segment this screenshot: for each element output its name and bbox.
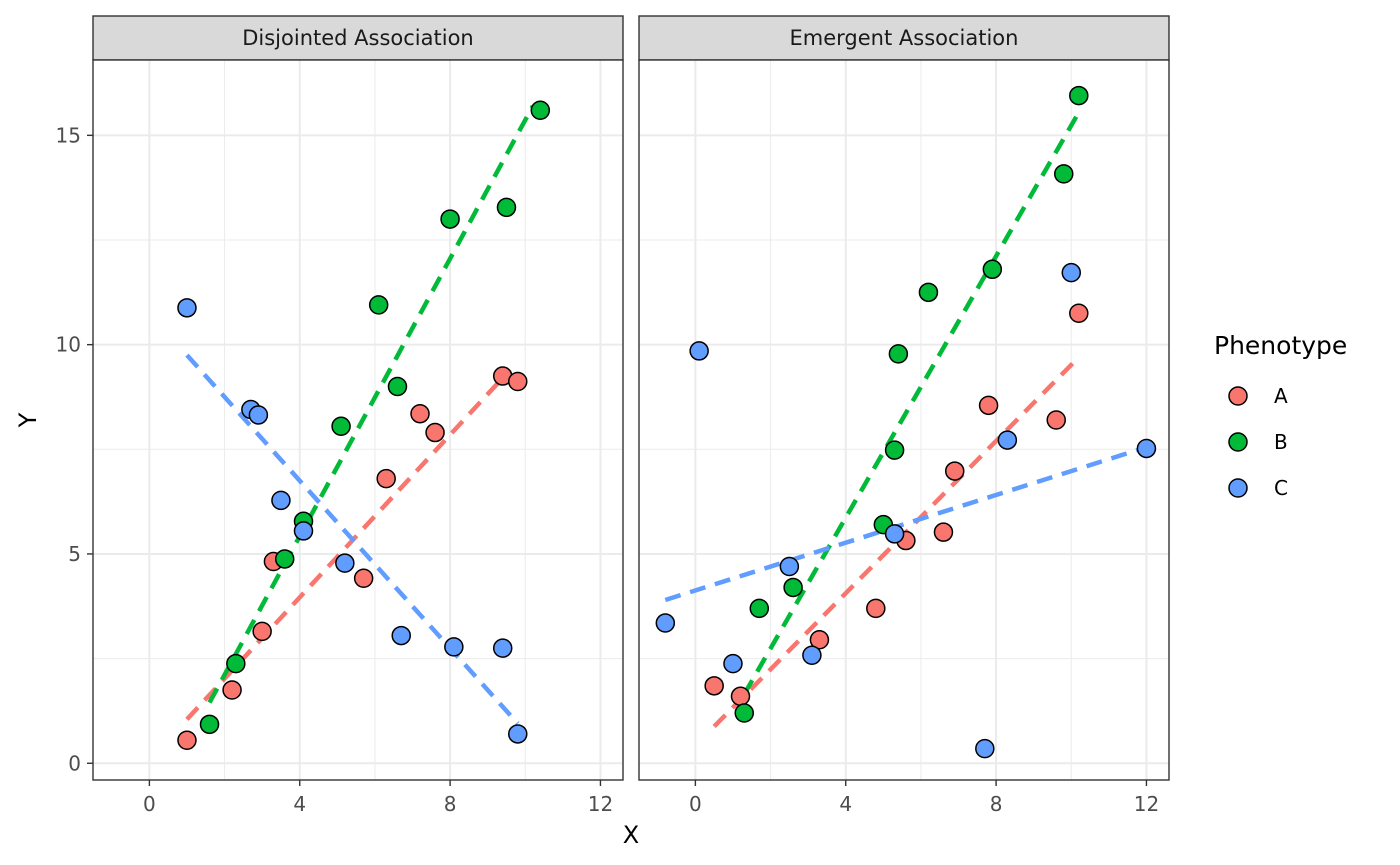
data-point-c xyxy=(998,431,1016,449)
legend-label-b: B xyxy=(1274,430,1288,454)
data-point-a xyxy=(1070,304,1088,322)
x-tick-label: 12 xyxy=(588,792,613,816)
data-point-c xyxy=(803,646,821,664)
panel-disjointed-association: Disjointed Association 0 4 8 12 0 5 10 15 xyxy=(56,16,623,816)
data-point-b xyxy=(441,210,459,228)
y-axis-ticks: 0 5 10 15 xyxy=(56,123,93,775)
data-point-c xyxy=(976,740,994,758)
data-point-a xyxy=(355,569,373,587)
data-point-a xyxy=(934,523,952,541)
data-point-c xyxy=(886,525,904,543)
panel-background xyxy=(93,60,623,780)
legend-title: Phenotype xyxy=(1214,331,1347,360)
data-point-c xyxy=(656,614,674,632)
data-point-b xyxy=(332,417,350,435)
legend-label-a: A xyxy=(1274,384,1288,408)
data-point-c xyxy=(178,299,196,317)
data-point-b xyxy=(370,296,388,314)
data-point-a xyxy=(1047,411,1065,429)
y-axis-title: Y xyxy=(14,412,42,428)
y-tick-label: 0 xyxy=(68,751,81,775)
legend-entries: ABC xyxy=(1229,384,1288,500)
data-point-a xyxy=(980,396,998,414)
data-point-c xyxy=(392,627,410,645)
data-point-b xyxy=(497,198,515,216)
data-point-c xyxy=(1062,264,1080,282)
data-point-b xyxy=(886,441,904,459)
data-point-c xyxy=(1137,439,1155,457)
legend-key-a xyxy=(1229,387,1247,405)
panel-emergent-association: Emergent Association 0 4 8 12 xyxy=(639,16,1169,816)
data-point-a xyxy=(426,424,444,442)
data-point-a xyxy=(731,687,749,705)
x-tick-label: 0 xyxy=(143,792,156,816)
data-point-a xyxy=(253,622,271,640)
panel-title: Disjointed Association xyxy=(242,26,474,50)
data-point-b xyxy=(750,599,768,617)
y-tick-label: 10 xyxy=(56,333,81,357)
data-point-a xyxy=(377,470,395,488)
data-point-b xyxy=(201,715,219,733)
legend: Phenotype ABC xyxy=(1214,331,1347,500)
data-point-b xyxy=(388,378,406,396)
legend-key-b xyxy=(1229,433,1247,451)
x-tick-label: 4 xyxy=(293,792,306,816)
x-axis-ticks: 0 4 8 12 xyxy=(689,780,1159,816)
data-point-c xyxy=(249,406,267,424)
data-point-a xyxy=(223,681,241,699)
data-point-c xyxy=(445,638,463,656)
data-point-c xyxy=(494,639,512,657)
data-point-c xyxy=(724,655,742,673)
legend-key-c xyxy=(1229,479,1247,497)
data-point-b xyxy=(276,550,294,568)
data-point-c xyxy=(780,558,798,576)
data-point-a xyxy=(946,462,964,480)
data-point-c xyxy=(336,554,354,572)
data-point-b xyxy=(889,345,907,363)
data-point-a xyxy=(705,677,723,695)
legend-label-c: C xyxy=(1274,476,1288,500)
x-tick-label: 4 xyxy=(839,792,852,816)
data-point-b xyxy=(227,655,245,673)
data-point-b xyxy=(784,578,802,596)
data-point-c xyxy=(509,725,527,743)
data-point-c xyxy=(272,491,290,509)
data-point-c xyxy=(294,522,312,540)
y-tick-label: 15 xyxy=(56,123,81,147)
x-axis-title: X xyxy=(623,821,639,849)
data-point-a xyxy=(178,731,196,749)
x-tick-label: 12 xyxy=(1134,792,1159,816)
x-tick-label: 0 xyxy=(689,792,702,816)
data-point-c xyxy=(690,342,708,360)
x-tick-label: 8 xyxy=(990,792,1003,816)
panel-title: Emergent Association xyxy=(790,26,1019,50)
data-point-b xyxy=(735,704,753,722)
data-point-b xyxy=(1070,87,1088,105)
data-point-a xyxy=(509,372,527,390)
data-point-a xyxy=(411,405,429,423)
data-point-b xyxy=(1055,165,1073,183)
data-point-b xyxy=(983,260,1001,278)
x-tick-label: 8 xyxy=(444,792,457,816)
x-axis-ticks: 0 4 8 12 xyxy=(143,780,613,816)
data-point-b xyxy=(919,283,937,301)
data-point-a xyxy=(867,599,885,617)
data-point-b xyxy=(531,101,549,119)
y-tick-label: 5 xyxy=(68,542,81,566)
